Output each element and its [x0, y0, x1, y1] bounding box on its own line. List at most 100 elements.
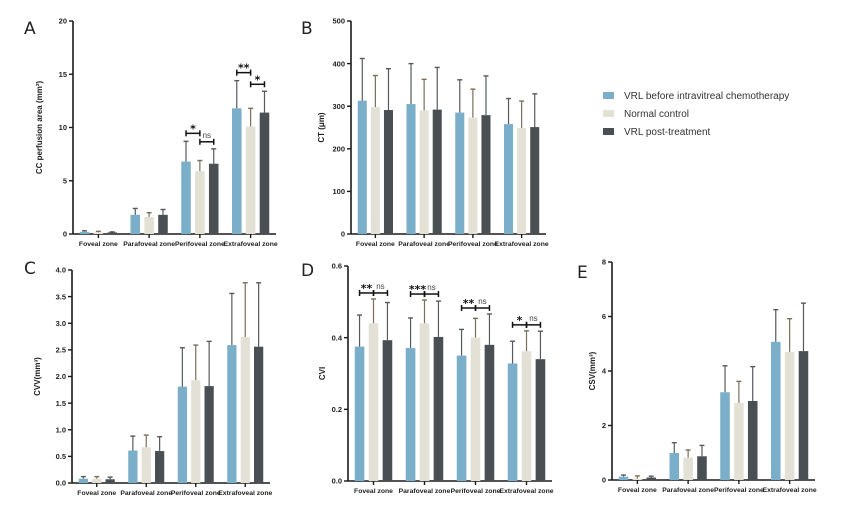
x-tick-label: Perifoveal zone	[451, 488, 501, 495]
legend-item: VRL before intravitreal chemotherapy	[603, 91, 789, 102]
legend-item: Normal control	[603, 109, 689, 120]
bar	[141, 447, 151, 483]
x-tick-label: Foveal zone	[77, 490, 116, 497]
significance-star-label: **	[463, 297, 475, 310]
bar	[455, 112, 465, 234]
bar	[92, 478, 102, 483]
y-tick-label: 5	[63, 176, 67, 185]
y-tick-label: 500	[332, 17, 345, 26]
bar	[747, 400, 758, 480]
bar	[632, 478, 643, 480]
bar	[231, 108, 242, 234]
significance-bracket: *	[511, 314, 528, 328]
y-axis-title: CT (μm)	[317, 112, 326, 143]
x-tick-label: Foveal zone	[354, 488, 393, 495]
bar	[78, 478, 88, 483]
bar	[530, 127, 540, 234]
x-tick-label: Extrafoveal zone	[763, 487, 817, 494]
y-tick-label: 0	[63, 230, 67, 239]
significance-bracket: *	[249, 73, 266, 88]
bar	[646, 477, 657, 480]
bar	[419, 110, 429, 234]
bar	[105, 479, 115, 483]
bar	[208, 163, 219, 234]
legend-label: Normal control	[624, 109, 689, 120]
bar	[798, 351, 809, 480]
bar	[130, 214, 141, 234]
significance-bracket: **	[358, 282, 375, 296]
legend-label: VRL post-treatment	[624, 127, 711, 138]
bar	[368, 323, 379, 481]
bar	[456, 355, 467, 481]
significance-ns-label: ns	[478, 297, 486, 306]
bar	[155, 451, 165, 483]
bar	[354, 346, 365, 481]
legend-swatch	[603, 110, 614, 117]
bar	[158, 214, 168, 234]
y-tick-label: 2.0	[56, 372, 66, 381]
y-tick-label: 15	[59, 70, 67, 79]
bar	[521, 351, 532, 481]
significance-star-label: **	[238, 62, 250, 75]
panel-letter: D	[301, 261, 314, 281]
x-tick-label: Extrafoveal zone	[218, 490, 272, 497]
x-tick-label: Extrafoveal zone	[495, 241, 549, 248]
y-tick-label: 400	[332, 59, 345, 68]
significance-bracket: *	[185, 122, 201, 137]
bar	[195, 171, 205, 234]
significance-bracket: ns	[372, 282, 389, 296]
panel-letter: A	[24, 19, 36, 39]
bar	[481, 115, 491, 234]
bar	[507, 363, 518, 481]
y-tick-label: 0.0	[56, 479, 66, 488]
bar	[93, 232, 104, 234]
y-tick-label: 10	[59, 123, 67, 132]
y-axis-title: CSV(mm³)	[588, 351, 597, 390]
bar	[406, 104, 416, 234]
y-tick-label: 4	[602, 367, 607, 376]
bar	[245, 126, 256, 234]
y-tick-label: 0.6	[332, 262, 342, 271]
y-tick-label: 3.5	[56, 292, 66, 301]
y-tick-label: 4.0	[56, 266, 66, 275]
bar	[697, 456, 707, 480]
bar	[259, 112, 270, 234]
bar	[419, 323, 430, 481]
y-tick-label: 0.5	[56, 452, 66, 461]
legend-swatch	[603, 92, 614, 99]
bar	[227, 345, 237, 483]
y-axis-title: CVV(mm³)	[33, 357, 42, 396]
bar	[683, 457, 693, 480]
significance-ns-label: ns	[529, 314, 537, 323]
y-tick-label: 2.5	[56, 346, 66, 355]
bar	[470, 337, 481, 481]
significance-star-label: ***	[409, 283, 427, 296]
x-tick-label: Parafoveal zone	[123, 241, 175, 248]
x-tick-label: Foveal zone	[356, 241, 395, 248]
x-tick-label: Perifoveal zone	[171, 490, 221, 497]
panel-d: D 0.0 0.2 0.4 0.6 CVI Foveal zone Parafoveal zo…	[301, 261, 554, 495]
bar	[79, 231, 90, 234]
bar	[107, 232, 118, 234]
bar	[784, 351, 795, 480]
significance-star-label: *	[190, 122, 196, 135]
bar	[669, 453, 680, 480]
y-tick-label: 0.0	[332, 477, 342, 486]
bar	[382, 340, 393, 481]
bar	[433, 336, 444, 481]
y-tick-label: 0.2	[332, 405, 342, 414]
x-tick-label: Parafoveal zone	[398, 241, 450, 248]
y-axis-title: CC perfusion area (mm²)	[35, 80, 44, 174]
bar	[468, 117, 478, 234]
bar	[177, 386, 187, 483]
bar	[504, 124, 514, 234]
bar	[484, 344, 495, 481]
significance-bracket: ns	[474, 297, 491, 312]
y-tick-label: 200	[332, 145, 345, 154]
y-tick-label: 0	[341, 230, 345, 239]
y-tick-label: 0	[602, 476, 606, 485]
significance-bracket: **	[236, 62, 252, 76]
bar	[618, 476, 629, 480]
significance-star-label: *	[255, 73, 261, 86]
y-tick-label: 0.4	[332, 333, 343, 342]
